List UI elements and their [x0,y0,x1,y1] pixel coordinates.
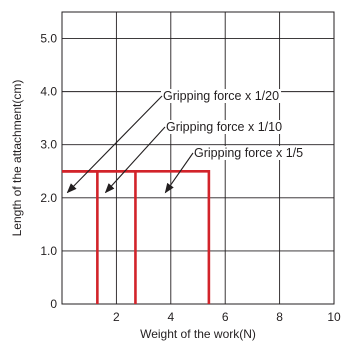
x-tick-label: 4 [167,310,174,324]
annotation-label: Gripping force x 1/5 [194,146,303,160]
annotations: Gripping force x 1/20 Gripping force x 1/… [66,89,306,194]
series-layer [62,169,211,304]
y-tick-label: 3.0 [40,138,57,152]
annotation-bg [161,89,282,103]
series-line [62,169,211,304]
plot-frame [61,11,335,305]
annotation-label: Gripping force x 1/10 [166,120,282,134]
x-tick-label: 10 [327,310,341,324]
x-tick-label: 6 [222,310,229,324]
annotation-arrow [104,126,166,194]
grid [62,12,334,304]
y-tick-label: 2.0 [40,191,57,205]
series-line [62,169,99,304]
y-tick-label: 1.0 [40,244,57,258]
x-tick-label: 2 [113,310,120,324]
annotation-arrow [164,152,194,194]
y-tick-label: 0 [50,297,57,311]
annotation-bg [164,120,285,134]
y-tick-label: 5.0 [40,32,57,46]
y-axis-label: Length of the attachment(cm) [10,80,24,237]
annotation-label: Gripping force x 1/20 [163,89,279,103]
x-tick-label: 8 [276,310,283,324]
series-line [62,169,137,304]
y-tick-label: 4.0 [40,85,57,99]
tick-labels: 2 4 6 8 10 0 1.0 2.0 3.0 4.0 5.0 [40,32,341,324]
x-axis-label: Weight of the work(N) [140,327,256,341]
annotation-bg [192,146,306,160]
annotation-arrow [66,95,163,194]
